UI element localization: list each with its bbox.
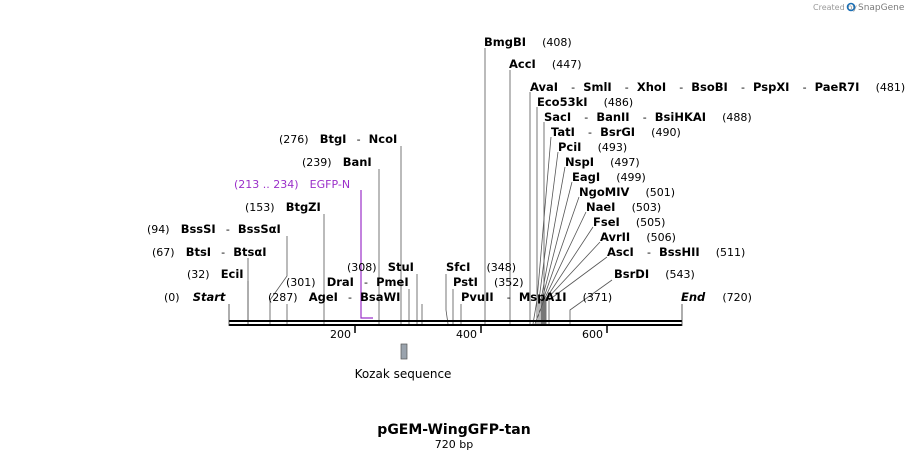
leader-fsei — [544, 226, 594, 324]
end-text: End — [681, 290, 706, 304]
feature-label: (213 .. 234) EGFP-N — [234, 173, 350, 192]
credit-text: Created by — [813, 3, 857, 12]
kozak-sequence-label: Kozak sequence — [355, 367, 452, 381]
start-text: Start — [193, 290, 226, 304]
brand-text: SnapGene — [858, 3, 905, 13]
site-btgzi[interactable]: (153) BtgZI — [245, 196, 321, 215]
tick-label-400: 400 — [456, 328, 477, 341]
feature-name[interactable]: EGFP-N — [310, 178, 350, 191]
site-ecii[interactable]: (32) EciI — [187, 263, 244, 282]
leader-pcii — [538, 151, 559, 324]
site-bsrdi[interactable]: BsrDI (543) — [614, 263, 695, 282]
site-sfci[interactable]: SfcI (348) — [446, 256, 516, 275]
site-drai-pmei[interactable]: (301) DraI - PmeI — [286, 271, 409, 290]
kozak-sequence-box[interactable] — [400, 343, 408, 360]
site-avrii[interactable]: AvrII (506) — [600, 226, 676, 245]
end-label: End (720) — [681, 286, 752, 305]
start-pos: (0) — [164, 291, 180, 304]
leader-asci — [548, 256, 608, 324]
leader-lines — [247, 48, 613, 325]
map-title: pGEM-WingGFP-tan — [377, 422, 530, 438]
leader-bsrdi — [569, 279, 613, 324]
tick-label-200: 200 — [330, 328, 351, 341]
map-length: 720 bp — [435, 438, 473, 451]
site-eagi[interactable]: EagI (499) — [572, 166, 646, 185]
site-fsei[interactable]: FseI (505) — [593, 211, 665, 230]
site-nspi[interactable]: NspI (497) — [565, 151, 640, 170]
leader-eagi — [541, 181, 573, 324]
site-stui[interactable]: (308) StuI — [347, 256, 414, 275]
site-psti[interactable]: PstI (352) — [453, 271, 524, 290]
leader-naei — [543, 211, 587, 324]
snapgene-logo-icon — [846, 2, 856, 12]
site-acci[interactable]: AccI (447) — [509, 53, 582, 72]
egfp-n-marker — [360, 190, 373, 319]
site-pvuii-mspa1i[interactable]: PvuII - MspA1I (371) — [461, 286, 612, 305]
site-pcii[interactable]: PciI (493) — [558, 136, 627, 155]
site-tati-bsrgi[interactable]: TatI - BsrGI (490) — [551, 121, 681, 140]
site-asci-bsshii[interactable]: AscI - BssHII (511) — [607, 241, 745, 260]
site-ngomiv[interactable]: NgoMIV (501) — [579, 181, 675, 200]
site-bsssi-bsssai[interactable]: (94) BssSI - BssSαI — [147, 218, 281, 237]
leader-avrii — [545, 241, 601, 324]
leader-nspi — [540, 166, 566, 324]
site-avai-group[interactable]: AvaI - SmlI - XhoI - BsoBI - PspXI - Pae… — [530, 76, 905, 95]
site-bmgbi[interactable]: BmgBI (408) — [484, 31, 572, 50]
site-btgi-ncoi[interactable]: (276) BtgI - NcoI — [279, 128, 397, 147]
site-eco53ki[interactable]: Eco53kI (486) — [537, 91, 633, 110]
site-saci-group[interactable]: SacI - BanII - BsiHKAI (488) — [544, 106, 752, 125]
site-naei[interactable]: NaeI (503) — [586, 196, 661, 215]
feature-range: (213 .. 234) — [234, 178, 299, 191]
leader-tati — [536, 136, 552, 324]
start-label: (0) Start — [164, 286, 226, 305]
site-bani[interactable]: (239) BanI — [302, 151, 372, 170]
tick-label-600: 600 — [582, 328, 603, 341]
leader-sfci — [445, 274, 449, 325]
leader-bsssi — [269, 236, 288, 324]
end-pos: (720) — [722, 291, 752, 304]
site-agei-bsawi[interactable]: (287) AgeI - BsaWI — [268, 286, 400, 305]
leader-ngomiv — [542, 196, 580, 324]
site-btsi-btsai[interactable]: (67) BtsI - BtsαI — [152, 241, 267, 260]
